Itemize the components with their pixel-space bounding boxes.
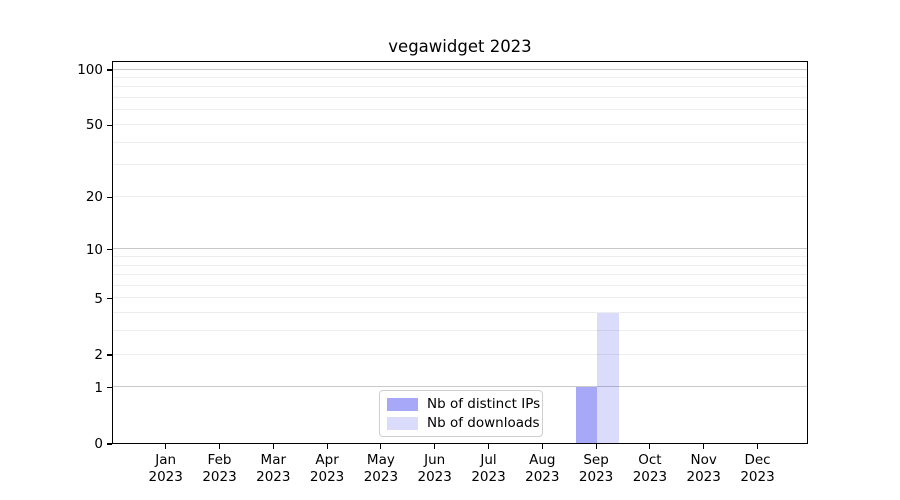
y-minor-gridline — [113, 274, 807, 276]
x-tick-label: Oct 2023 — [618, 452, 682, 486]
y-minor-gridline — [113, 77, 807, 79]
x-tick-label: Jul 2023 — [457, 452, 521, 486]
y-minor-gridline — [113, 195, 807, 197]
y-minor-gridline — [113, 123, 807, 125]
y-tick-mark — [107, 69, 112, 71]
x-tick-mark — [326, 444, 328, 449]
x-tick-label-line: Feb — [207, 452, 232, 468]
x-tick-mark — [434, 444, 436, 449]
y-minor-gridline — [113, 255, 807, 257]
y-minor-gridline — [113, 284, 807, 286]
bar-nb-of-downloads — [597, 312, 619, 443]
y-tick-label: 1 — [94, 379, 103, 396]
y-tick-mark — [107, 354, 112, 356]
x-tick-mark — [272, 444, 274, 449]
x-tick-label-line: 2023 — [309, 469, 345, 485]
x-tick-mark — [703, 444, 705, 449]
x-tick-label: Jun 2023 — [403, 452, 467, 486]
x-tick-label-line: 2023 — [256, 469, 291, 485]
y-minor-gridline — [113, 97, 807, 99]
y-tick-mark — [107, 124, 112, 127]
y-tick-label: 50 — [85, 117, 103, 134]
y-minor-gridline — [113, 330, 807, 332]
y-tick-mark — [107, 443, 112, 445]
y-major-gridline — [113, 386, 807, 388]
x-tick-label: Jan 2023 — [134, 452, 198, 486]
x-tick-label-line: 2023 — [148, 469, 183, 485]
y-minor-gridline — [113, 312, 807, 314]
x-tick-label-line: 2023 — [578, 469, 614, 485]
x-tick-label-line: Mar — [260, 452, 287, 468]
x-tick-mark — [487, 444, 490, 449]
y-tick-label: 2 — [94, 346, 103, 363]
x-tick-mark — [756, 444, 759, 449]
x-tick-label-line: 2023 — [740, 469, 775, 485]
legend-swatch-distinct-ips — [387, 397, 418, 411]
x-tick-label: Mar 2023 — [241, 452, 305, 486]
x-tick-label-line: Jun — [424, 452, 446, 468]
y-minor-gridline — [113, 297, 807, 299]
y-tick-mark — [107, 387, 112, 389]
x-tick-label-line: Jan — [155, 452, 177, 468]
x-tick-mark — [380, 444, 382, 449]
legend-swatch-downloads — [387, 416, 418, 430]
y-minor-gridline — [113, 141, 807, 143]
y-minor-gridline — [113, 264, 807, 266]
bar-nb-of-distinct-ips — [575, 386, 598, 443]
y-tick-label: 100 — [77, 62, 103, 79]
y-tick-mark — [107, 249, 112, 251]
x-tick-label: Dec 2023 — [726, 452, 790, 486]
x-tick-mark — [595, 444, 597, 449]
x-tick-label-line: 2023 — [417, 469, 452, 485]
x-tick-label-line: 2023 — [363, 469, 399, 485]
bars-layer — [113, 62, 807, 443]
x-tick-label: May 2023 — [349, 452, 413, 486]
x-tick-label: Nov 2023 — [672, 452, 736, 486]
x-tick-label-line: Jul — [480, 452, 497, 468]
x-tick-label-line: 2023 — [202, 469, 237, 485]
y-tick-label: 20 — [85, 189, 103, 206]
gridlines-layer — [113, 62, 807, 443]
chart-title: vegawidget 2023 — [388, 37, 532, 56]
legend-entry-distinct-ips: Nb of distinct IPs — [387, 396, 540, 412]
x-tick-label-line: 2023 — [686, 469, 721, 485]
x-tick-mark — [649, 444, 651, 449]
legend-entry-downloads: Nb of downloads — [387, 415, 540, 431]
x-tick-label-line: Nov — [690, 452, 717, 468]
plot-area — [112, 61, 808, 444]
x-tick-mark — [165, 444, 167, 449]
legend-label-downloads: Nb of downloads — [427, 414, 540, 431]
x-tick-label-line: 2023 — [525, 469, 560, 485]
y-minor-gridline — [113, 109, 807, 111]
y-minor-gridline — [113, 86, 807, 88]
y-tick-label: 10 — [85, 241, 103, 258]
x-tick-label-line: Apr — [315, 452, 339, 468]
legend-label-distinct-ips: Nb of distinct IPs — [427, 395, 541, 412]
y-minor-gridline — [113, 164, 807, 166]
x-tick-label-line: 2023 — [471, 469, 506, 485]
legend: Nb of distinct IPs Nb of downloads — [379, 390, 543, 437]
x-tick-label-line: Oct — [638, 452, 662, 468]
y-minor-gridline — [113, 353, 807, 355]
y-major-gridline — [113, 68, 807, 70]
x-tick-label-line: Aug — [529, 452, 556, 468]
y-tick-mark — [107, 298, 112, 300]
x-tick-mark — [218, 444, 221, 449]
y-tick-mark — [107, 196, 112, 198]
y-tick-label: 0 — [94, 436, 103, 452]
x-tick-label-line: May — [366, 452, 395, 468]
x-tick-label: Sep 2023 — [564, 452, 628, 486]
x-tick-label: Feb 2023 — [188, 452, 252, 486]
x-tick-label: Aug 2023 — [510, 452, 574, 486]
y-major-gridline — [113, 248, 807, 250]
x-tick-label-line: Dec — [744, 452, 771, 468]
y-tick-label: 5 — [94, 290, 103, 307]
x-tick-mark — [541, 444, 543, 449]
x-tick-label-line: Sep — [583, 452, 609, 468]
x-tick-label-line: 2023 — [632, 469, 668, 485]
x-tick-label: Apr 2023 — [295, 452, 359, 486]
